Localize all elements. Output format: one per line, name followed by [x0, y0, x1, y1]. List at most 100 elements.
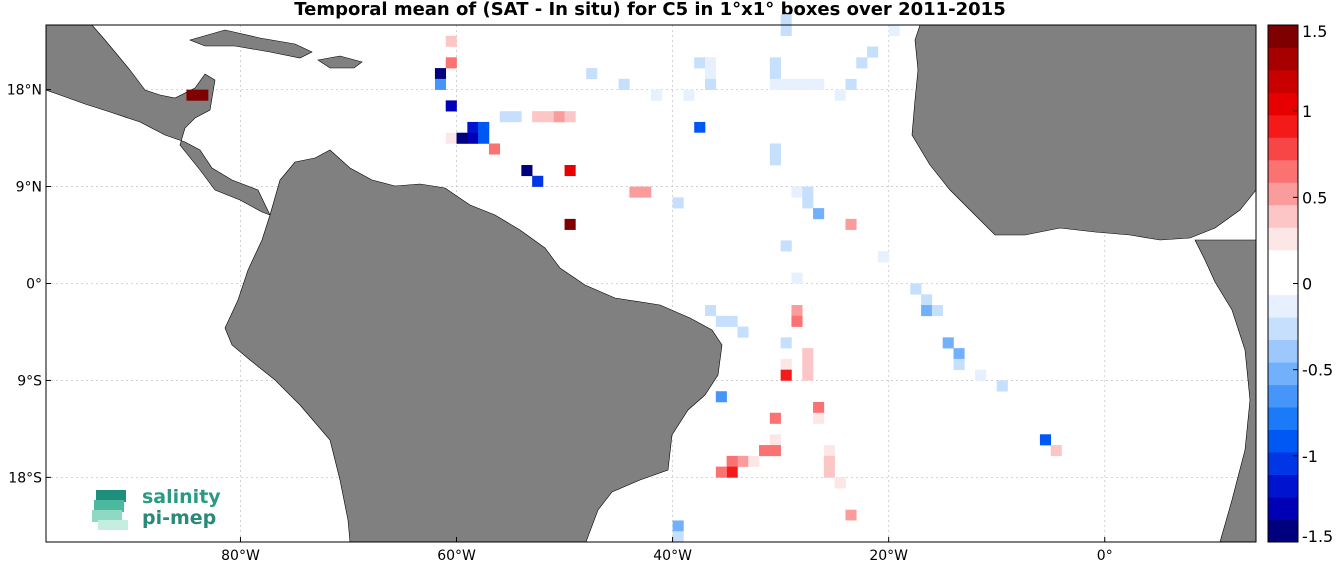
heatmap-cell — [769, 154, 781, 166]
x-tick-label: 80°W — [221, 548, 260, 564]
y-tick-label: 18°S — [8, 470, 42, 486]
y-tick-label: 9°N — [16, 180, 42, 196]
heatmap-cell — [445, 35, 457, 47]
colorbar-tick-label: 1.5 — [1302, 22, 1327, 41]
colorbar-block — [1268, 182, 1298, 206]
logo-wave-icon — [92, 490, 128, 530]
heatmap-cell — [488, 143, 501, 155]
heatmap-cell — [921, 294, 933, 306]
heatmap-cell — [694, 132, 706, 144]
heatmap-cell — [586, 68, 598, 80]
y-axis-ticks: 18°N 9°N 0° 9°S 18°S — [7, 83, 51, 486]
heatmap-cell — [197, 89, 209, 101]
colorbar-tick-label: -1.5 — [1302, 527, 1333, 546]
colorbar-block — [1268, 25, 1298, 48]
heatmap-cell — [802, 369, 814, 381]
heatmap-cell — [705, 57, 717, 69]
heatmap-cell — [845, 509, 857, 521]
heatmap-cell — [921, 305, 933, 317]
heatmap-cell — [564, 165, 576, 177]
colorbar-ticks: 1.5 1 0.5 0 -0.5 -1 -1.5 — [1293, 22, 1333, 546]
colorbar-block — [1268, 519, 1298, 543]
heatmap-cell — [445, 57, 457, 69]
heatmap-cell — [478, 132, 490, 144]
heatmap-cell — [834, 477, 846, 489]
heatmap-cell — [564, 111, 576, 123]
heatmap-cell — [737, 455, 749, 467]
heatmap-cell — [715, 391, 727, 403]
heatmap-cell — [715, 315, 727, 327]
heatmap-cell — [780, 369, 792, 381]
colorbar-block — [1268, 429, 1298, 453]
heatmap-cell — [672, 197, 684, 209]
landmass-south-america — [224, 149, 723, 543]
heatmap-cell — [996, 380, 1008, 392]
heatmap-cell — [769, 434, 781, 446]
heatmap-cell — [1050, 498, 1062, 510]
heatmap-cell — [553, 111, 565, 123]
colorbar-tick-label: 0.5 — [1302, 188, 1327, 207]
colorbar-block — [1268, 114, 1298, 138]
colorbar-block — [1268, 384, 1298, 408]
heatmap-cell — [791, 272, 803, 284]
heatmap-cell — [434, 68, 447, 80]
colorbar-block — [1268, 407, 1298, 431]
landmass-africa — [911, 24, 1257, 241]
heatmap-cell — [759, 445, 771, 457]
heatmap-cell — [694, 57, 706, 69]
heatmap-cell — [823, 466, 835, 478]
logo-text-pi-mep: pi-mep — [142, 507, 217, 529]
colorbar-block — [1268, 204, 1298, 228]
colorbar-block — [1268, 69, 1298, 93]
colorbar-tick-label: 1 — [1302, 102, 1312, 121]
x-tick-label: 20°W — [869, 548, 908, 564]
land-masses — [45, 24, 1257, 543]
colorbar-tick-label: -1 — [1302, 447, 1318, 466]
heatmap-cell — [823, 445, 835, 457]
heatmap-cell — [467, 121, 479, 134]
y-tick-label: 9°S — [17, 373, 42, 389]
logo-text-salinity: salinity — [142, 486, 221, 508]
colorbar-block — [1268, 339, 1298, 363]
colorbar-block — [1268, 272, 1298, 296]
heatmap-cell — [975, 369, 987, 381]
heatmap-cell — [791, 305, 803, 317]
heatmap-cell — [532, 111, 544, 123]
x-tick-label: 0° — [1097, 548, 1113, 564]
heatmap-cell — [823, 455, 835, 467]
heatmap-cell — [672, 531, 684, 543]
heatmap-cell — [813, 412, 825, 424]
heatmap-cell — [1050, 488, 1062, 500]
heatmap-cell — [845, 520, 857, 532]
heatmap-cell — [1061, 509, 1073, 521]
heatmap-cell — [1018, 412, 1030, 424]
heatmap-cell — [651, 89, 663, 101]
heatmap-cell — [845, 218, 857, 230]
heatmap-cell — [769, 412, 781, 424]
colorbar-blocks — [1268, 25, 1298, 543]
heatmap-cell — [791, 186, 803, 198]
y-tick-label: 18°N — [7, 83, 42, 99]
heatmap-cell — [1061, 520, 1073, 532]
colorbar-block — [1268, 249, 1298, 273]
heatmap-cell — [510, 111, 522, 123]
heatmap-cell — [780, 337, 792, 349]
heatmap-cell — [769, 57, 781, 69]
heatmap-cell — [769, 78, 781, 90]
heatmap-cell — [769, 68, 781, 80]
heatmap-cell — [726, 466, 738, 478]
heatmap-cell — [229, 100, 241, 112]
heatmap-cell — [445, 132, 457, 144]
heatmap-cell — [802, 348, 814, 360]
colorbar-tick-label: 0 — [1302, 275, 1312, 294]
x-axis-ticks: 80°W 60°W 40°W 20°W 0° — [221, 537, 1113, 564]
heatmap-cell — [499, 111, 511, 123]
heatmap-cell — [867, 46, 879, 58]
heatmap-cell — [910, 283, 922, 295]
colorbar-block — [1268, 137, 1298, 161]
heatmap-cell — [791, 78, 803, 90]
heatmap-cell — [672, 520, 684, 532]
landmass-hispaniola — [317, 55, 363, 69]
heatmap-cell — [186, 89, 198, 101]
